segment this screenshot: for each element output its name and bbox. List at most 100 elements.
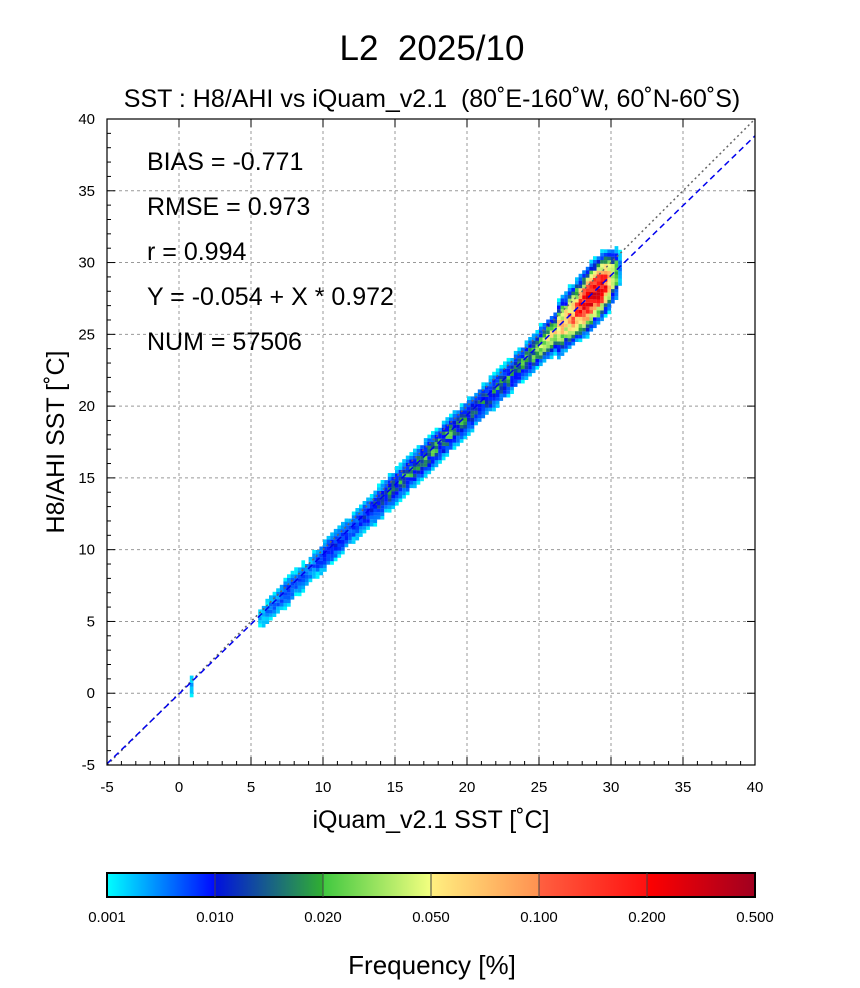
density-cell (614, 267, 619, 272)
density-cell (359, 511, 363, 516)
density-cell (575, 334, 579, 339)
density-cell (474, 414, 478, 419)
density-cell (409, 470, 414, 474)
density-cell (405, 480, 410, 485)
density-cell (560, 312, 565, 317)
density-cell (578, 302, 583, 307)
density-cell (420, 456, 424, 460)
density-cell (269, 606, 273, 610)
density-cell (459, 432, 464, 436)
density-cell (398, 484, 403, 488)
density-cell (539, 358, 543, 363)
density-cell (384, 494, 388, 499)
density-cell (315, 550, 320, 554)
density-cell (351, 515, 356, 519)
density-cell (276, 595, 280, 600)
density-cell (477, 403, 482, 408)
density-cell (611, 263, 615, 268)
density-cell (571, 295, 576, 299)
density-cell (607, 281, 612, 286)
density-cell (380, 487, 385, 491)
density-cell (301, 581, 306, 586)
density-cell (589, 310, 594, 314)
density-cell (189, 675, 194, 680)
density-cell (305, 574, 309, 579)
density-cell (589, 302, 594, 307)
density-cell (402, 477, 406, 481)
density-cell (600, 281, 604, 286)
density-cell (499, 379, 504, 383)
density-cell (567, 338, 572, 342)
density-cell (542, 358, 547, 363)
density-cell (283, 592, 288, 596)
density-cell (377, 512, 381, 516)
density-cell (344, 518, 349, 523)
density-cell (402, 487, 406, 492)
density-cell (596, 313, 601, 318)
density-cell (294, 581, 298, 586)
density-cell (603, 310, 608, 315)
density-cell (593, 306, 597, 311)
density-cell (582, 331, 586, 335)
density-cell (423, 459, 428, 464)
density-cell (567, 295, 572, 299)
density-cell (269, 609, 273, 614)
density-cell (405, 459, 410, 463)
density-cell (589, 327, 594, 332)
density-cell (258, 616, 262, 621)
density-cell (614, 285, 619, 290)
density-cell (596, 320, 601, 325)
density-cell (463, 403, 468, 407)
density-cell (420, 473, 424, 478)
density-cell (495, 404, 500, 408)
density-cell (542, 348, 547, 352)
density-cell (459, 403, 464, 407)
density-cell (287, 599, 291, 604)
density-cell (517, 379, 522, 384)
density-cell (405, 466, 410, 470)
density-cell (582, 270, 586, 274)
density-cell (603, 306, 608, 311)
density-cell (441, 449, 446, 454)
density-cell (434, 431, 439, 435)
density-cell (499, 390, 504, 394)
density-cell (398, 466, 403, 470)
density-cell (189, 693, 194, 698)
density-cell (521, 376, 525, 380)
density-cell (618, 271, 622, 275)
density-cell (567, 316, 572, 321)
density-cell (607, 274, 612, 279)
density-cell (359, 508, 363, 512)
density-cell (589, 281, 594, 285)
density-cell (434, 427, 439, 432)
density-cell (413, 466, 417, 471)
density-cell (427, 459, 432, 464)
density-cell (546, 341, 550, 345)
density-cell (503, 365, 507, 369)
density-cell (546, 344, 550, 349)
density-cell (531, 369, 536, 374)
density-cell (539, 322, 543, 327)
density-cell (405, 491, 410, 496)
density-cell (416, 466, 421, 471)
density-cell (607, 296, 612, 300)
density-cell (333, 550, 338, 555)
density-cell (452, 428, 457, 432)
density-cell (359, 526, 363, 530)
density-cell (452, 446, 457, 450)
density-cell (607, 271, 612, 275)
density-cell (560, 327, 565, 331)
density-cell (287, 574, 291, 578)
density-cell (416, 448, 421, 453)
density-cell (305, 564, 309, 568)
density-cell (279, 606, 284, 611)
density-cell (456, 417, 460, 422)
density-cell (445, 449, 450, 454)
density-cell (564, 341, 568, 346)
density-cell (463, 417, 468, 422)
density-cell (459, 439, 464, 443)
density-cell (607, 256, 612, 261)
density-cell (488, 382, 493, 387)
density-cell (589, 288, 594, 293)
density-cell (380, 508, 385, 513)
